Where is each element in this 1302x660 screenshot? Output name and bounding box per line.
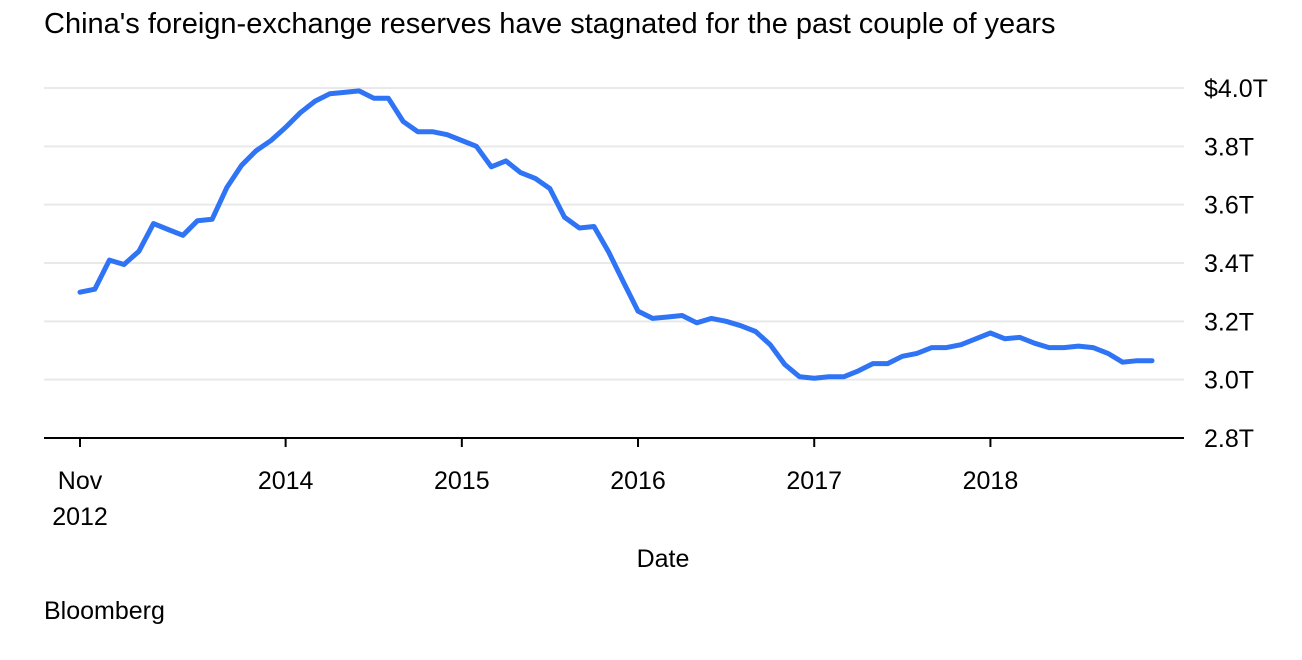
data-point	[1062, 346, 1065, 349]
data-point	[1004, 337, 1007, 340]
series-layer	[77, 88, 1155, 381]
data-point	[798, 375, 801, 378]
data-point	[607, 250, 610, 253]
data-point	[358, 89, 361, 92]
data-point	[651, 317, 654, 320]
data-point	[1018, 336, 1021, 339]
data-point	[1048, 346, 1051, 349]
data-point	[328, 92, 331, 95]
data-point	[578, 227, 581, 230]
data-point	[416, 130, 419, 133]
x-tick-label: 2015	[434, 467, 490, 495]
source-label: Bloomberg	[44, 597, 165, 625]
data-point	[1107, 352, 1110, 355]
data-point	[475, 145, 478, 148]
data-point	[886, 362, 889, 365]
x-axis-label: Date	[636, 545, 690, 573]
data-point	[108, 259, 111, 262]
data-point	[739, 324, 742, 327]
data-point	[960, 343, 963, 346]
data-point	[637, 310, 640, 313]
data-point	[915, 352, 918, 355]
data-point	[710, 317, 713, 320]
data-point	[622, 281, 625, 284]
data-point	[695, 321, 698, 324]
data-point	[402, 120, 405, 123]
data-point	[857, 369, 860, 372]
data-point	[167, 228, 170, 231]
x-tick-label: 2012	[52, 503, 108, 531]
data-point	[152, 222, 155, 225]
data-point	[754, 330, 757, 333]
x-tick-label: Nov	[58, 467, 103, 495]
data-point	[372, 97, 375, 100]
data-point	[314, 100, 317, 103]
y-tick-label: 3.2T	[1204, 308, 1254, 336]
y-tick-label: $4.0T	[1204, 75, 1268, 103]
data-point	[593, 225, 596, 228]
data-point	[783, 363, 786, 366]
data-point	[974, 337, 977, 340]
data-point	[299, 111, 302, 114]
y-tick-label: 3.6T	[1204, 192, 1254, 220]
data-point	[504, 159, 507, 162]
x-tick-label: 2017	[786, 467, 842, 495]
data-point	[945, 346, 948, 349]
data-point	[563, 216, 566, 219]
data-point	[519, 171, 522, 174]
data-point	[211, 218, 214, 221]
data-point	[255, 149, 258, 152]
data-point	[989, 332, 992, 335]
data-point	[343, 91, 346, 94]
x-tick-label: 2014	[258, 467, 314, 495]
x-tick-label: 2018	[963, 467, 1019, 495]
data-point	[387, 97, 390, 100]
data-point	[901, 355, 904, 358]
data-point	[93, 288, 96, 291]
data-point	[196, 219, 199, 222]
data-point	[284, 126, 287, 129]
data-point	[79, 291, 82, 294]
x-tick-labels: Nov 2012 2014 2015 2016 2017 2018	[52, 467, 1018, 531]
y-tick-labels: $4.0T 3.8T 3.6T 3.4T 3.2T 3.0T 2.8T	[1204, 75, 1268, 453]
data-point	[871, 362, 874, 365]
data-point	[446, 133, 449, 136]
data-point	[240, 164, 243, 167]
data-point	[1136, 359, 1139, 362]
data-point	[431, 130, 434, 133]
data-point	[534, 177, 537, 180]
data-point	[490, 165, 493, 168]
data-point	[1033, 342, 1036, 345]
data-point	[548, 187, 551, 190]
data-point	[827, 375, 830, 378]
y-tick-label: 3.8T	[1204, 133, 1254, 161]
chart-title: China's foreign-exchange reserves have s…	[44, 8, 1056, 40]
data-point	[1121, 361, 1124, 364]
y-tick-label: 3.0T	[1204, 367, 1254, 395]
y-tick-label: 3.4T	[1204, 250, 1254, 278]
y-tick-label: 2.8T	[1204, 425, 1254, 453]
data-point	[137, 250, 140, 253]
data-point	[460, 139, 463, 142]
data-point	[930, 346, 933, 349]
data-point	[725, 320, 728, 323]
x-axis	[44, 437, 1184, 447]
data-point	[270, 139, 273, 142]
data-point	[1151, 359, 1154, 362]
series-line-reserves	[77, 88, 1155, 381]
data-point	[842, 375, 845, 378]
data-point	[769, 343, 772, 346]
data-point	[181, 234, 184, 237]
data-point	[1077, 345, 1080, 348]
data-point	[666, 316, 669, 319]
data-point	[123, 263, 126, 266]
data-point	[226, 186, 229, 189]
x-tick-label: 2016	[610, 467, 666, 495]
data-point	[813, 377, 816, 380]
data-point	[1092, 346, 1095, 349]
data-point	[681, 314, 684, 317]
